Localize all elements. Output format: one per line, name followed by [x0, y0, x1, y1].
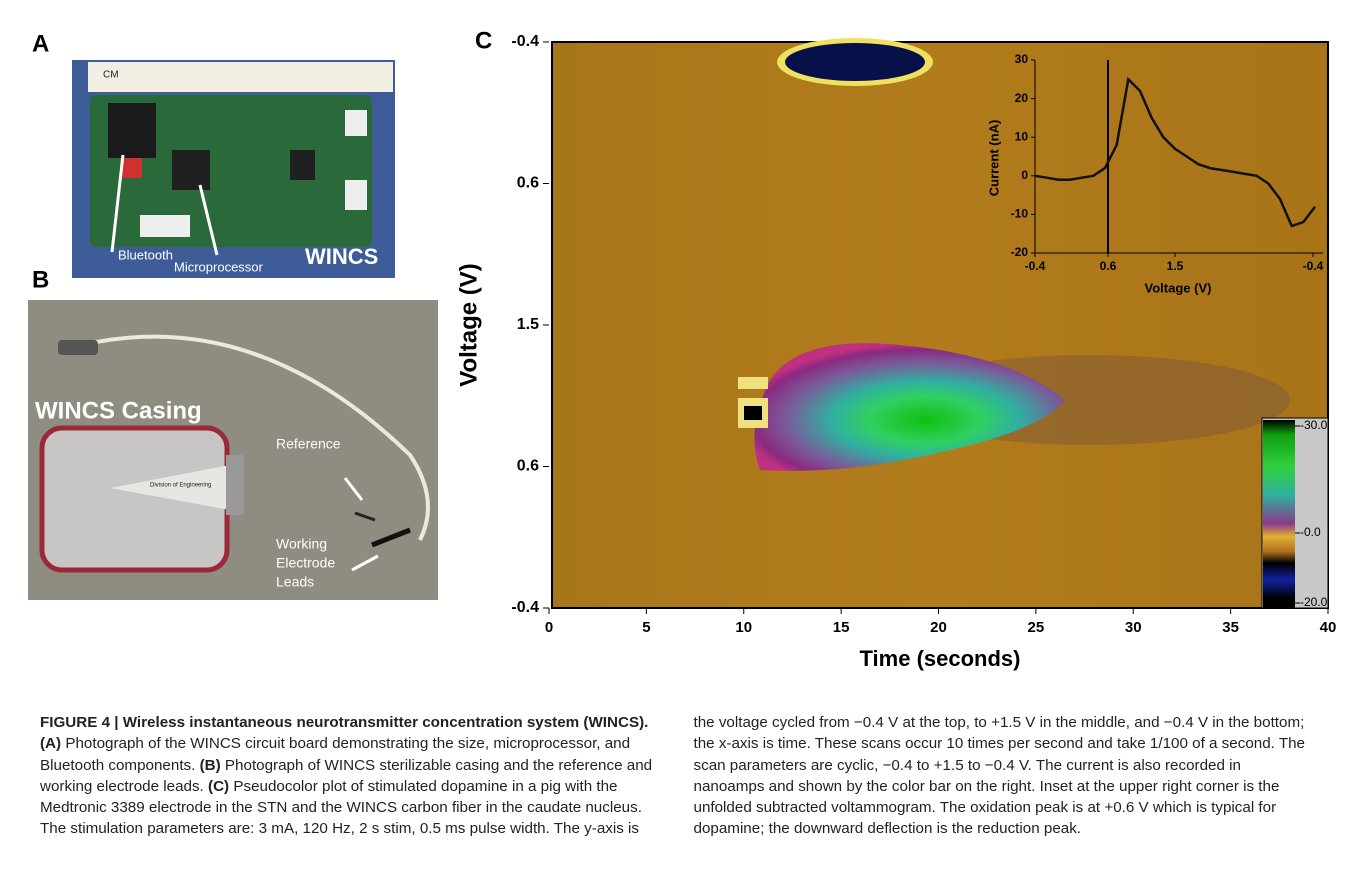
annotation: WINCS	[305, 244, 378, 269]
caption-label: (C)	[208, 777, 230, 795]
cable	[69, 334, 430, 541]
x-tick-label: 15	[833, 619, 850, 636]
inset-y-label: Current (nA)	[986, 120, 1001, 197]
inset-x-tick-label: -0.4	[1303, 259, 1324, 273]
inset-y-tick-label: 10	[1015, 129, 1029, 143]
inset-y-tick-label: -10	[1011, 207, 1029, 221]
annotation: Electrode	[276, 555, 335, 571]
ruler-label: CM	[103, 70, 119, 81]
casing-plate	[110, 465, 230, 510]
x-tick-label: 20	[930, 619, 947, 636]
connector	[345, 110, 367, 136]
chip	[108, 103, 156, 158]
inset-x-tick-label: 0.6	[1100, 259, 1117, 273]
annotation: Leads	[276, 574, 314, 590]
arrow	[343, 477, 364, 501]
connector	[140, 215, 190, 237]
x-axis-label: Time (seconds)	[860, 646, 1021, 671]
casing-cap	[226, 455, 244, 515]
x-tick-label: 35	[1222, 619, 1239, 636]
inset-y-tick-label: 30	[1015, 52, 1029, 66]
annotation: Bluetooth	[118, 247, 173, 262]
y-tick-label: -0.4	[511, 599, 539, 616]
x-tick-label: 40	[1320, 619, 1337, 636]
caption-label: (A)	[40, 735, 62, 753]
electrode	[354, 511, 376, 522]
heatmap-area	[551, 41, 1329, 609]
panel-label: A	[32, 30, 49, 57]
y-tick-label: 1.5	[517, 316, 539, 333]
inset-line	[1034, 76, 1316, 228]
panel-label: C	[475, 27, 492, 54]
chip	[120, 158, 142, 178]
y-tick-label: 0.6	[517, 175, 539, 192]
inset-y-tick-label: -20	[1011, 245, 1029, 259]
annotation: WINCS Casing	[35, 397, 202, 424]
x-tick-label: 30	[1125, 619, 1142, 636]
colorbar-label: -20.0	[1300, 595, 1328, 609]
colorbar-label: -30.0	[1300, 418, 1328, 432]
colorbar-label: -0.0	[1300, 525, 1321, 539]
inset-x-tick-label: -0.4	[1025, 259, 1046, 273]
arrow	[198, 184, 219, 256]
heatmap-blob	[785, 43, 925, 81]
caption-text: Pseudocolor plot of stimulated dopamine …	[40, 714, 1305, 838]
connector	[345, 180, 367, 210]
ruler	[88, 62, 393, 92]
x-tick-label: 25	[1028, 619, 1045, 636]
annotation: Reference	[276, 436, 341, 452]
circuit-board	[90, 95, 372, 247]
casing-text: Division of Engineering	[150, 483, 211, 489]
heatmap-blob	[738, 377, 768, 389]
inset-x-tick-label: 1.5	[1167, 259, 1184, 273]
caption-title: FIGURE 4 | Wireless instantaneous neurot…	[40, 714, 649, 731]
x-tick-label: 0	[545, 619, 553, 636]
heatmap-blob	[744, 406, 762, 420]
chip	[290, 150, 315, 180]
y-tick-label: -0.4	[511, 33, 539, 50]
caption-text: Photograph of WINCS sterilizable casing …	[40, 756, 653, 795]
caption-text: Photograph of the WINCS circuit board de…	[40, 735, 631, 774]
heatmap-blob	[754, 343, 1065, 471]
connector	[58, 340, 98, 355]
x-tick-label: 5	[642, 619, 650, 636]
panel-label: B	[32, 266, 49, 293]
inset-x-label: Voltage (V)	[1145, 280, 1212, 295]
annotation: Working	[276, 536, 327, 552]
caption: FIGURE 4 | Wireless instantaneous neurot…	[40, 712, 1315, 892]
y-tick-label: 0.6	[517, 458, 539, 475]
x-tick-label: 10	[735, 619, 752, 636]
electrode	[371, 527, 411, 548]
y-axis-label: Voltage (V)	[455, 263, 482, 387]
arrow	[351, 554, 379, 572]
caption-label: (B)	[199, 756, 221, 774]
annotation: Microprocessor	[174, 259, 264, 274]
arrow	[110, 154, 125, 253]
colorbar	[1263, 420, 1295, 608]
chip	[172, 150, 210, 190]
inset-y-tick-label: 0	[1021, 168, 1028, 182]
inset-y-tick-label: 20	[1015, 91, 1029, 105]
figure: CM Bluetooth Microprocessor WINCS Divisi…	[28, 27, 1337, 671]
